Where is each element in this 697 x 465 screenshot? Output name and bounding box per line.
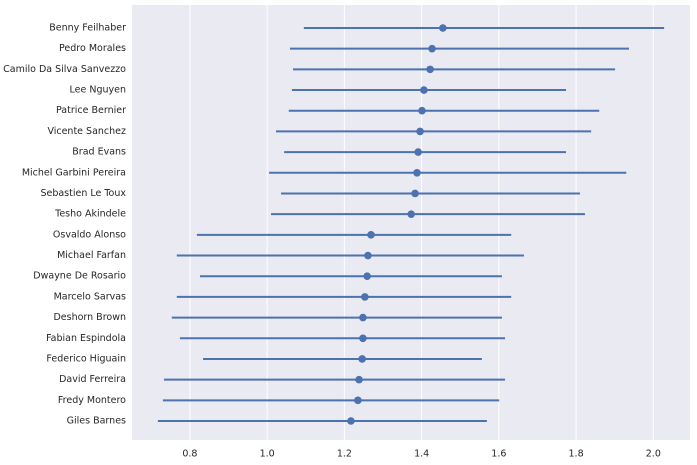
- point: [361, 293, 369, 301]
- y-tick-label: Lee Nguyen: [70, 85, 126, 96]
- y-tick-label: Pedro Morales: [59, 43, 126, 54]
- point: [367, 231, 375, 239]
- y-tick-label: Vicente Sanchez: [47, 126, 126, 137]
- x-tick-label: 2.0: [646, 449, 661, 460]
- point: [359, 313, 367, 322]
- point: [416, 127, 424, 136]
- y-tick-label: Michel Garbini Pereira: [22, 167, 126, 178]
- point: [418, 106, 426, 115]
- point: [364, 251, 372, 260]
- point: [428, 44, 436, 53]
- y-tick-label: Michael Farfan: [57, 250, 126, 261]
- plot-area: [132, 5, 690, 440]
- y-tick-label: Benny Feilhaber: [49, 23, 126, 34]
- point: [407, 210, 415, 218]
- y-tick-label: Patrice Bernier: [56, 105, 126, 116]
- y-tick-label: Fabian Espindola: [46, 333, 126, 344]
- x-tick-label: 1.0: [260, 449, 275, 460]
- x-tick-label: 0.8: [182, 449, 197, 460]
- point: [420, 86, 428, 94]
- y-tick-label: Osvaldo Alonso: [53, 229, 126, 240]
- point: [426, 65, 434, 74]
- point: [439, 24, 447, 32]
- point: [414, 148, 422, 156]
- y-tick-label: Camilo Da Silva Sanvezzo: [3, 64, 126, 75]
- point: [355, 375, 363, 384]
- y-tick-label: Federico Higuain: [46, 353, 126, 364]
- x-tick-label: 1.6: [491, 449, 506, 460]
- point: [411, 189, 419, 198]
- x-tick-label: 1.2: [337, 449, 352, 460]
- y-tick-label: Tesho Akindele: [54, 209, 126, 220]
- point: [354, 396, 362, 405]
- y-tick-label: Giles Barnes: [67, 416, 126, 427]
- point: [359, 334, 367, 343]
- y-tick-label: Dwayne De Rosario: [33, 271, 126, 282]
- y-tick-label: Sebastien Le Toux: [40, 188, 126, 199]
- point: [413, 168, 421, 177]
- x-tick-label: 1.4: [414, 449, 429, 460]
- y-tick-label: Marcelo Sarvas: [54, 291, 126, 302]
- y-tick-label: Deshorn Brown: [53, 312, 126, 323]
- point: [347, 417, 355, 425]
- y-tick-label: Fredy Montero: [58, 395, 126, 406]
- y-tick-label: David Ferreira: [59, 374, 126, 385]
- point: [358, 355, 366, 363]
- y-tick-label: Brad Evans: [72, 147, 126, 158]
- point: [363, 272, 371, 281]
- x-tick-label: 1.8: [569, 449, 584, 460]
